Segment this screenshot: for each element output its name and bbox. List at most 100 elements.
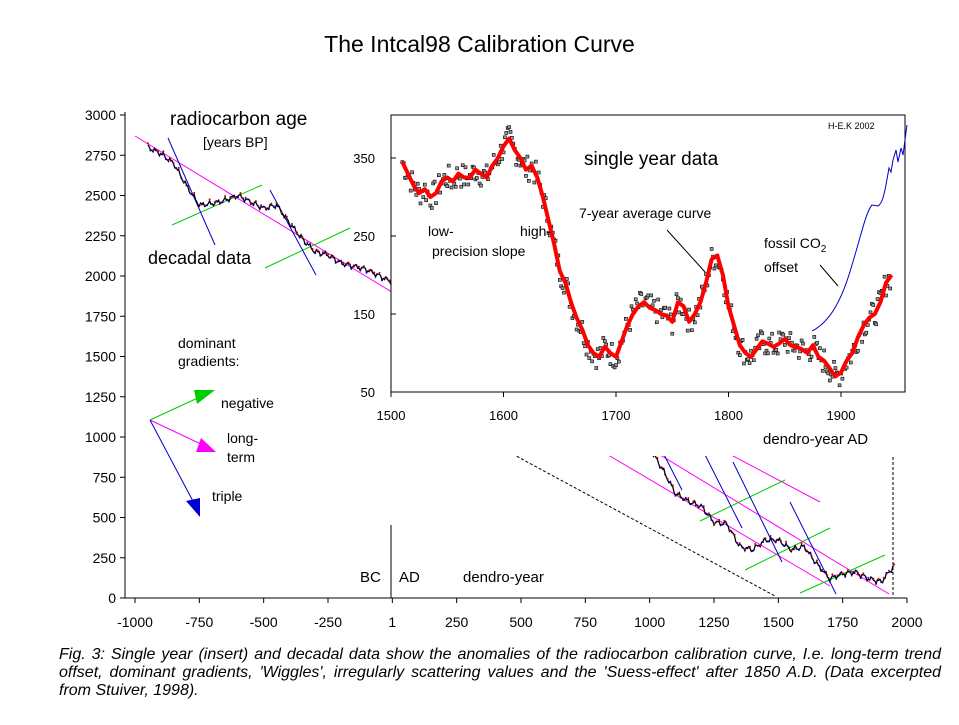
legend-negative-arrowhead	[194, 390, 215, 404]
single-year-point	[436, 173, 441, 177]
decadal-point	[164, 158, 167, 161]
decadal-point	[244, 196, 247, 199]
decadal-point	[293, 226, 296, 228]
legend-title: dominant gradients:	[178, 335, 239, 369]
decadal-point	[803, 544, 806, 547]
decadal-point	[360, 267, 363, 270]
decadal-point	[319, 254, 322, 257]
decadal-point	[684, 497, 687, 500]
decadal-point	[659, 466, 661, 469]
single-year-point	[827, 378, 832, 383]
single-year-point	[749, 348, 753, 353]
decadal-point	[671, 484, 674, 487]
legend-long-term-arrow	[149, 419, 206, 447]
y-axis-title: radiocarbon age	[170, 109, 307, 130]
annotation-average-curve: 7-year average curve	[579, 205, 712, 221]
annotation-offset: offset	[764, 259, 798, 275]
decadal-point	[149, 149, 152, 152]
single-year-point	[674, 292, 679, 297]
decadal-point	[337, 259, 340, 262]
single-year-point	[874, 322, 879, 327]
decadal-point	[368, 269, 371, 272]
single-year-point	[500, 157, 504, 161]
single-year-point	[422, 182, 427, 187]
single-year-point	[580, 320, 585, 324]
decadal-point	[692, 500, 695, 503]
negative-gradient-line	[699, 479, 786, 522]
decadal-point	[864, 576, 867, 579]
decadal-point	[852, 570, 854, 573]
inset-y-tick-label: 250	[353, 229, 375, 244]
single-year-point	[787, 336, 791, 340]
single-year-point	[774, 348, 779, 352]
decadal-point	[154, 149, 157, 152]
single-year-point	[663, 305, 668, 310]
decadal-point	[815, 559, 818, 562]
x-tick-label: 1000	[634, 614, 665, 630]
y-tick-label: 1000	[85, 429, 116, 445]
legend-long-term-label: long- term	[227, 430, 262, 465]
decadal-point	[265, 207, 268, 210]
single-year-point	[459, 184, 464, 189]
single-year-point	[685, 328, 690, 333]
x-tick-label: -500	[250, 614, 278, 630]
single-year-point	[875, 297, 880, 301]
single-year-point	[633, 297, 638, 302]
single-year-point	[737, 353, 742, 357]
decadal-point	[695, 504, 697, 507]
single-year-point	[442, 173, 447, 177]
single-year-point	[453, 184, 458, 189]
decadal-point	[216, 200, 219, 203]
decadal-point	[679, 496, 682, 499]
single-year-point	[668, 312, 673, 317]
single-year-point	[414, 193, 419, 197]
decadal-point	[254, 200, 257, 203]
decadal-point	[211, 203, 214, 206]
decadal-point	[800, 542, 803, 545]
decadal-point	[383, 277, 386, 280]
single-year-point	[848, 360, 853, 365]
inset-x-ticks: 1500 1600 1700 1800 1900	[377, 392, 855, 423]
y-tick-label: 1500	[85, 349, 116, 365]
decadal-point	[707, 512, 710, 515]
single-year-point	[432, 179, 437, 184]
single-year-point	[833, 366, 838, 370]
decadal-point	[213, 201, 216, 204]
legend-title-line-2: gradients:	[178, 353, 239, 369]
decadal-point	[200, 203, 203, 206]
decadal-point	[363, 265, 365, 268]
decadal-point	[195, 201, 198, 204]
decadal-point	[841, 572, 844, 575]
bc-label: BC	[360, 569, 381, 586]
decadal-point	[862, 572, 865, 575]
decadal-point	[749, 545, 751, 548]
single-year-point	[751, 358, 756, 363]
decadal-point	[332, 255, 335, 258]
x-tick-label: 1	[388, 614, 396, 630]
decadal-point	[334, 261, 337, 264]
single-year-point	[871, 303, 876, 307]
decadal-point	[867, 576, 870, 579]
single-year-point	[429, 206, 434, 210]
decadal-point	[882, 576, 885, 579]
decadal-point	[731, 531, 733, 534]
decadal-point	[713, 522, 715, 525]
single-year-point	[524, 174, 528, 178]
decadal-point	[728, 528, 731, 531]
negative-gradient-line	[171, 184, 263, 226]
single-year-point	[587, 356, 592, 360]
single-year-point	[649, 293, 654, 298]
single-year-point	[484, 163, 489, 168]
decadal-point	[152, 149, 154, 152]
decadal-point	[296, 231, 299, 234]
decadal-point	[870, 576, 872, 579]
single-year-point	[474, 176, 479, 180]
single-year-point	[690, 328, 694, 333]
single-year-point	[497, 160, 502, 164]
y-tick-label: 500	[93, 510, 117, 526]
decadal-point	[350, 267, 353, 270]
decadal-point	[828, 580, 831, 583]
single-year-point	[832, 359, 836, 364]
decadal-point	[689, 503, 692, 506]
